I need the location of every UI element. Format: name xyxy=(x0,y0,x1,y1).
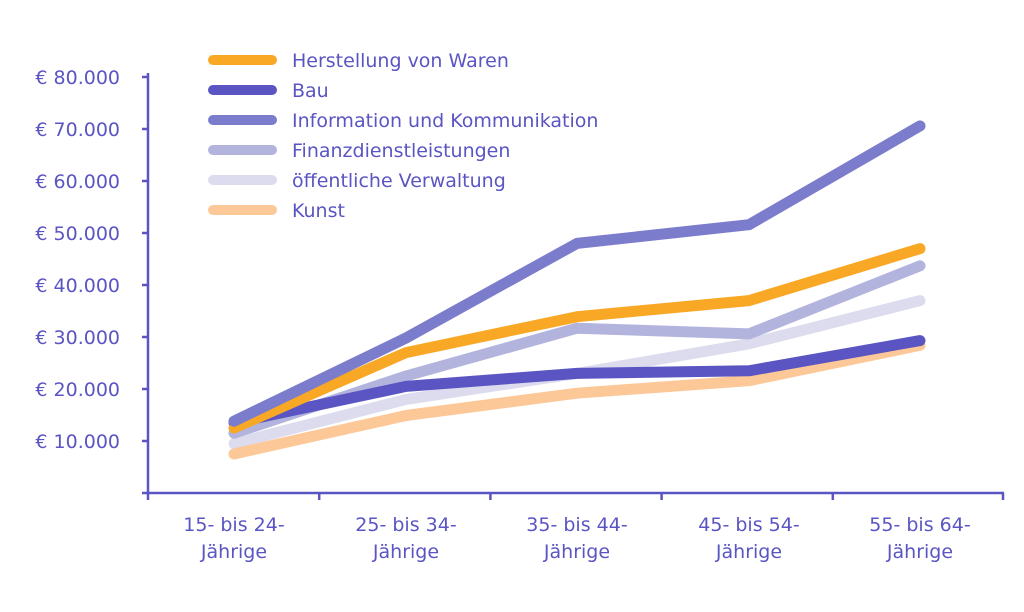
series-line-2 xyxy=(228,120,926,427)
x-category-label: 55- bis 64- Jährige xyxy=(869,514,970,563)
y-tick-label: € 40.000 xyxy=(35,275,120,297)
legend: Herstellung von Waren Bau Information und … xyxy=(208,50,598,222)
series-line-0 xyxy=(228,243,926,434)
legend-label: Bau xyxy=(292,80,329,102)
series-line-5 xyxy=(228,339,926,460)
x-category-label-line: 45- bis 54- xyxy=(698,514,799,536)
series-line-3 xyxy=(228,260,926,439)
y-tick-label: € 50.000 xyxy=(35,223,120,245)
series-line-1 xyxy=(228,335,926,429)
legend-label: Herstellung von Waren xyxy=(292,50,509,72)
y-tick-label: € 10.000 xyxy=(35,431,120,453)
x-category-label-line: Jährige xyxy=(543,541,610,563)
x-category-label-line: 55- bis 64- xyxy=(869,514,970,536)
legend-label: Kunst xyxy=(292,200,345,222)
x-category-label-line: 35- bis 44- xyxy=(526,514,627,536)
x-category-label: 15- bis 24- Jährige xyxy=(183,514,284,563)
x-category-label-line: Jährige xyxy=(886,541,953,563)
x-category-label: 45- bis 54- Jährige xyxy=(698,514,799,563)
x-category-label-line: Jährige xyxy=(372,541,439,563)
x-category-label-line: Jährige xyxy=(715,541,782,563)
legend-label: Finanzdienstleistungen xyxy=(292,140,510,162)
x-category-label-line: Jährige xyxy=(200,541,267,563)
x-category-label: 35- bis 44- Jährige xyxy=(526,514,627,563)
y-tick-label: € 20.000 xyxy=(35,379,120,401)
y-tick-label: € 30.000 xyxy=(35,327,120,349)
legend-label: Information und Kommunikation xyxy=(292,110,598,132)
x-category-label-line: 25- bis 34- xyxy=(355,514,456,536)
legend-label: öffentliche Verwaltung xyxy=(292,170,506,192)
y-tick-label: € 80.000 xyxy=(35,67,120,89)
axes: € 10.000 € 20.000 € 30.000 € 40.000 € 50.000… xyxy=(35,67,1005,563)
x-category-label-line: 15- bis 24- xyxy=(183,514,284,536)
y-tick-label: € 60.000 xyxy=(35,171,120,193)
series-layer xyxy=(228,120,926,460)
x-category-label: 25- bis 34- Jährige xyxy=(355,514,456,563)
y-tick-label: € 70.000 xyxy=(35,119,120,141)
